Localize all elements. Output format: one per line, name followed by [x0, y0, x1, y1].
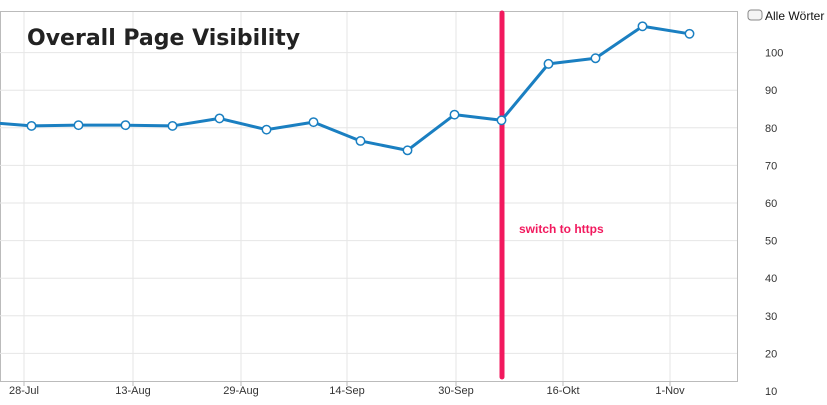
y-tick-label: 40 — [765, 273, 777, 285]
series-polyline — [0, 24, 690, 152]
annotation-label: switch to https — [519, 222, 604, 236]
data-point[interactable] — [120, 120, 131, 131]
legend-swatch[interactable] — [747, 9, 763, 21]
data-point[interactable] — [496, 115, 507, 126]
data-point[interactable] — [73, 120, 84, 131]
x-tick-label: 13-Aug — [115, 385, 150, 397]
legend-label-alle-woerter[interactable]: Alle Wörter — [765, 9, 824, 23]
data-point[interactable] — [26, 120, 37, 131]
legend[interactable]: Alle Wörter — [747, 9, 824, 23]
data-point[interactable] — [543, 58, 554, 69]
series-line — [0, 24, 690, 152]
x-tick-label: 1-Nov — [655, 385, 685, 397]
series-points — [26, 21, 695, 156]
x-tick-label: 29-Aug — [223, 385, 258, 397]
y-tick-label: 80 — [765, 123, 777, 135]
data-point[interactable] — [308, 117, 319, 128]
data-point[interactable] — [214, 113, 225, 124]
x-tick-label: 16-Okt — [546, 385, 579, 397]
y-axis-labels: 10 20 30 40 50 60 70 80 90 100 — [765, 48, 783, 398]
y-tick-label: 10 — [765, 386, 777, 398]
y-tick-label: 20 — [765, 348, 777, 360]
data-point[interactable] — [402, 145, 413, 156]
data-point[interactable] — [261, 124, 272, 135]
data-point[interactable] — [449, 109, 460, 120]
x-axis-labels: 28-Jul 13-Aug 29-Aug 14-Sep 30-Sep 16-Okt 1-No… — [9, 385, 685, 397]
data-point[interactable] — [590, 53, 601, 64]
y-tick-label: 70 — [765, 160, 777, 172]
plot-frame — [0, 11, 738, 382]
x-tick-label: 28-Jul — [9, 385, 39, 397]
data-point[interactable] — [167, 120, 178, 131]
data-point[interactable] — [684, 28, 695, 39]
data-point[interactable] — [355, 136, 366, 146]
x-tick-label: 14-Sep — [329, 385, 364, 397]
chart-title: Overall Page Visibility — [27, 26, 300, 51]
y-tick-label: 30 — [765, 311, 777, 323]
data-point[interactable] — [637, 21, 648, 32]
y-tick-label: 90 — [765, 85, 777, 97]
x-tick-label: 30-Sep — [438, 385, 473, 397]
y-tick-label: 60 — [765, 198, 777, 210]
y-tick-label: 100 — [765, 48, 783, 60]
y-tick-label: 50 — [765, 236, 777, 248]
grid — [0, 12, 737, 386]
